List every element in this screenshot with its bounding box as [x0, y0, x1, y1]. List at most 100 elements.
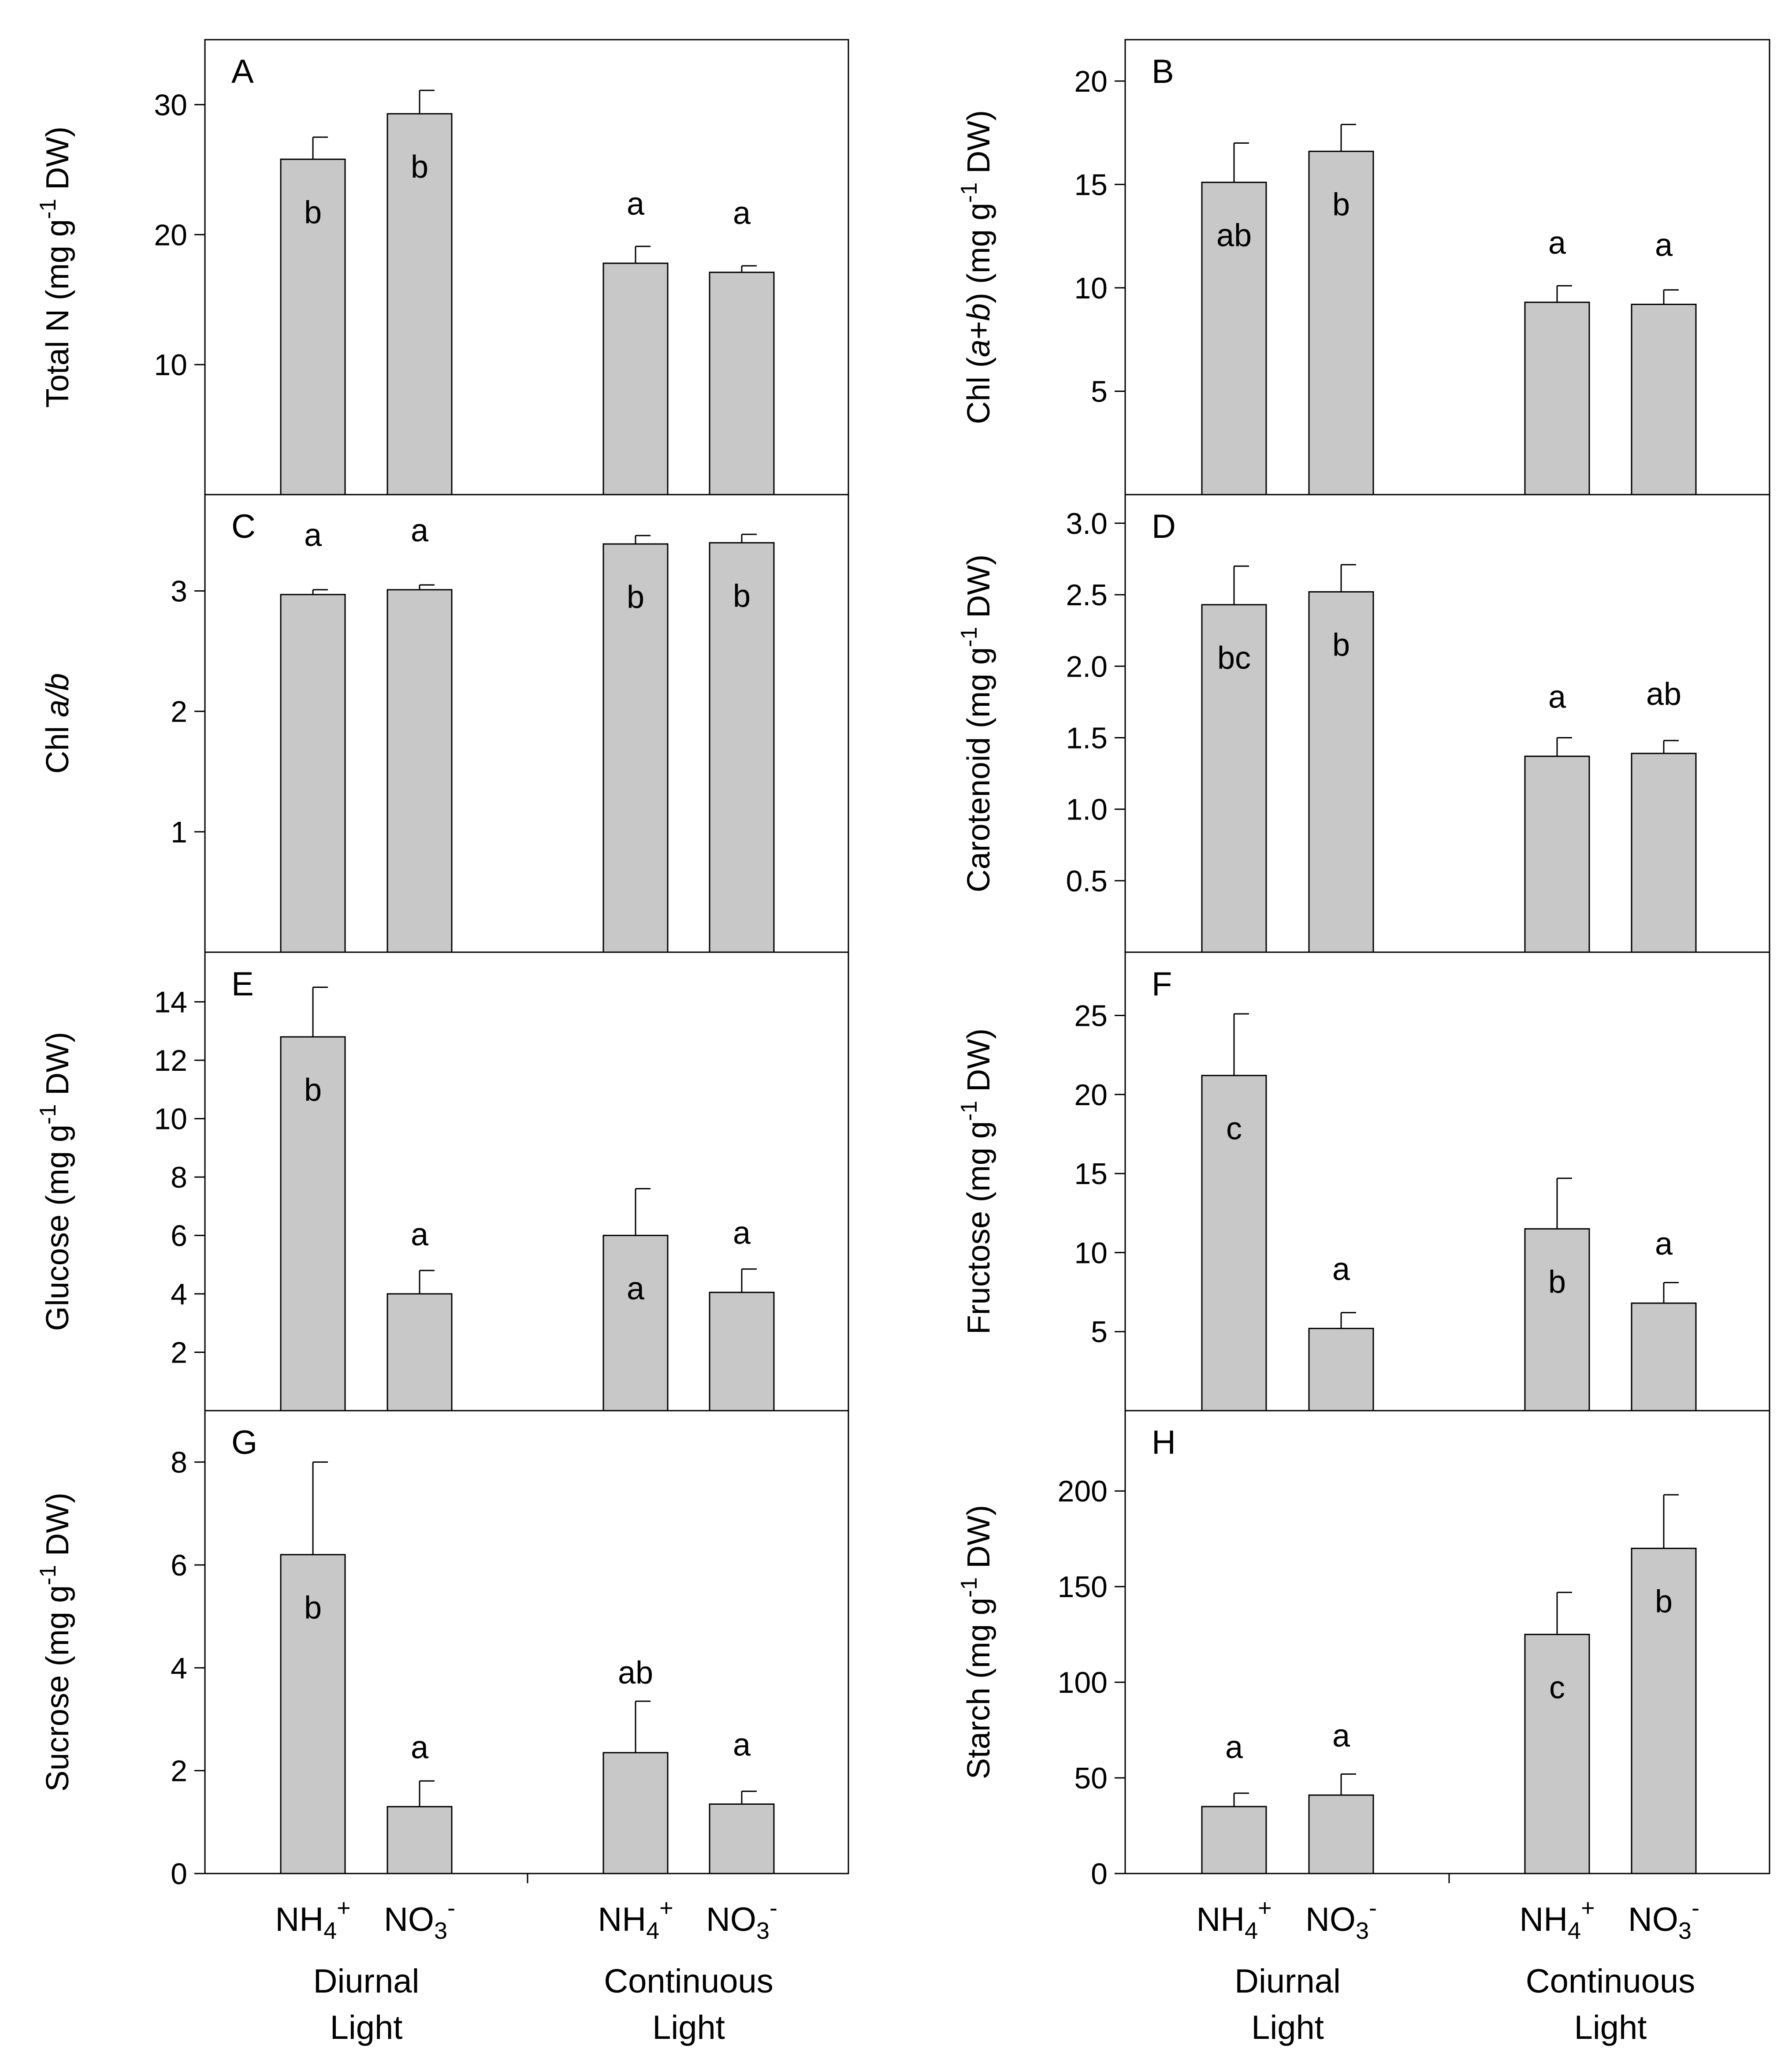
y-tick-label: 6: [171, 1219, 187, 1253]
y-tick-label: 6: [171, 1549, 187, 1582]
y-tick-label: 50: [1074, 1762, 1108, 1795]
y-tick-label: 2.5: [1066, 578, 1108, 612]
y-tick-label: 20: [154, 218, 187, 252]
x-tick-label: NH4+: [275, 1895, 350, 1944]
y-tick-label: 3: [171, 575, 187, 608]
y-tick-label: 2: [171, 695, 187, 729]
significance-letter: a: [627, 1271, 645, 1307]
bar: [602, 1752, 669, 1874]
group-label: Light: [1251, 2009, 1324, 2046]
y-tick-label: 1: [171, 816, 187, 849]
significance-letter: a: [1548, 226, 1566, 261]
y-axis-label: Chl (a+b) (mg g-1 DW): [956, 110, 996, 424]
y-tick-label: 0: [171, 1857, 187, 1891]
y-tick-label: 100: [1058, 1666, 1108, 1699]
significance-letter: b: [1332, 628, 1350, 663]
bar: [387, 1806, 453, 1874]
bar: [1308, 1794, 1374, 1874]
panel-g: 0 2 4 6 8 Sucrose (mg g-1 DW) Gb a ab a: [35, 1410, 849, 1891]
significance-letter: b: [304, 1591, 322, 1626]
significance-letter: a: [411, 1217, 429, 1252]
panel-label: D: [1152, 508, 1176, 545]
panel-label: A: [231, 53, 254, 90]
y-tick-label: 4: [171, 1278, 187, 1311]
y-tick-label: 8: [171, 1446, 187, 1479]
y-tick-label: 10: [154, 1103, 187, 1136]
significance-letter: a: [627, 186, 645, 222]
significance-letter: a: [411, 513, 429, 548]
bar: [280, 594, 346, 953]
x-tick-label: NO3-: [1628, 1895, 1699, 1944]
bar: [602, 262, 669, 495]
bar: [1524, 302, 1590, 495]
y-tick-label: 2.0: [1066, 650, 1108, 683]
y-tick-label: 200: [1058, 1475, 1108, 1508]
significance-letter: c: [1226, 1111, 1242, 1147]
y-axis-label: Sucrose (mg g-1 DW): [35, 1493, 75, 1792]
panel-h: 0 50 100 150 200 Starch (mg g-1 DW) Ha a c b: [956, 1410, 1770, 1891]
bar: [1524, 1228, 1590, 1412]
x-tick-label: NO3-: [706, 1895, 777, 1944]
y-tick-label: 5: [1091, 375, 1108, 408]
significance-letter: b: [1548, 1265, 1566, 1300]
group-label: Light: [1574, 2009, 1647, 2046]
x-tick-label: NO3-: [1305, 1895, 1377, 1944]
y-tick-label: 10: [1074, 1236, 1108, 1270]
bar: [1631, 303, 1697, 495]
significance-letter: c: [1549, 1670, 1565, 1706]
bar: [280, 1554, 346, 1874]
significance-letter: ab: [618, 1655, 653, 1691]
significance-letter: b: [733, 578, 751, 614]
y-axis-label: Carotenoid (mg g-1 DW): [956, 555, 996, 892]
panel-f: 5 10 15 20 25 Fructose (mg g-1 DW) Fc a b a: [956, 951, 1770, 1412]
bar: [280, 158, 346, 495]
y-tick-label: 20: [1074, 1078, 1108, 1112]
bar: [1308, 1328, 1374, 1412]
significance-letter: a: [1548, 680, 1566, 715]
y-tick-label: 0: [1091, 1857, 1108, 1891]
bar: [387, 113, 453, 495]
significance-letter: b: [411, 149, 428, 185]
significance-letter: a: [1332, 1252, 1350, 1287]
panel-label: C: [231, 508, 256, 545]
bar: [602, 543, 669, 953]
x-tick-label: NH4+: [598, 1895, 673, 1944]
y-tick-label: 12: [154, 1044, 187, 1077]
y-tick-label: 3.0: [1066, 507, 1108, 540]
x-axis-right: NH4+ NO3- NH4+ NO3- Diurnal Light Continuous Li…: [1196, 1874, 1699, 2046]
x-tick-label: NH4+: [1196, 1895, 1272, 1944]
significance-letter: a: [411, 1730, 429, 1765]
bar: [709, 1803, 775, 1874]
y-tick-label: 0.5: [1066, 864, 1108, 898]
bar: [709, 272, 775, 495]
panel-b: 5 10 15 20 Chl (a+b) (mg g-1 DW) Bab b a a: [956, 39, 1770, 495]
y-tick-label: 1.0: [1066, 793, 1108, 827]
y-axis-label: Total N (mg g-1 DW): [35, 127, 75, 408]
y-tick-label: 14: [154, 986, 187, 1019]
y-tick-label: 4: [171, 1651, 187, 1685]
panel-label: H: [1152, 1424, 1176, 1461]
plot-frame: [204, 1410, 849, 1874]
group-label: Continuous: [1526, 1963, 1695, 2000]
panel-a: 10 20 30 Total N (mg g-1 DW) Ab b a a: [35, 39, 849, 495]
y-tick-label: 15: [1074, 1157, 1108, 1191]
bar: [1631, 752, 1697, 953]
y-axis-label: Starch (mg g-1 DW): [956, 1505, 996, 1779]
significance-letter: b: [1332, 187, 1350, 222]
significance-letter: ab: [1646, 677, 1681, 712]
panel-label: G: [231, 1424, 257, 1461]
significance-letter: a: [1655, 1226, 1673, 1262]
x-axis-left: NH4+ NO3- NH4+ NO3- Diurnal Light Continuous Li…: [275, 1874, 777, 2046]
y-axis-label: Chl a/b: [40, 673, 75, 774]
panel-c: 1 2 3 Chl a/b C a a b b: [40, 494, 849, 953]
x-tick-label: NH4+: [1519, 1895, 1595, 1944]
significance-letter: a: [733, 1728, 751, 1763]
significance-letter: b: [1655, 1584, 1673, 1619]
significance-letter: ab: [1216, 218, 1252, 253]
y-tick-label: 2: [171, 1755, 187, 1788]
bar: [1524, 756, 1590, 953]
y-tick-label: 30: [154, 88, 187, 122]
bar: [1308, 591, 1374, 953]
y-tick-label: 15: [1074, 168, 1108, 201]
